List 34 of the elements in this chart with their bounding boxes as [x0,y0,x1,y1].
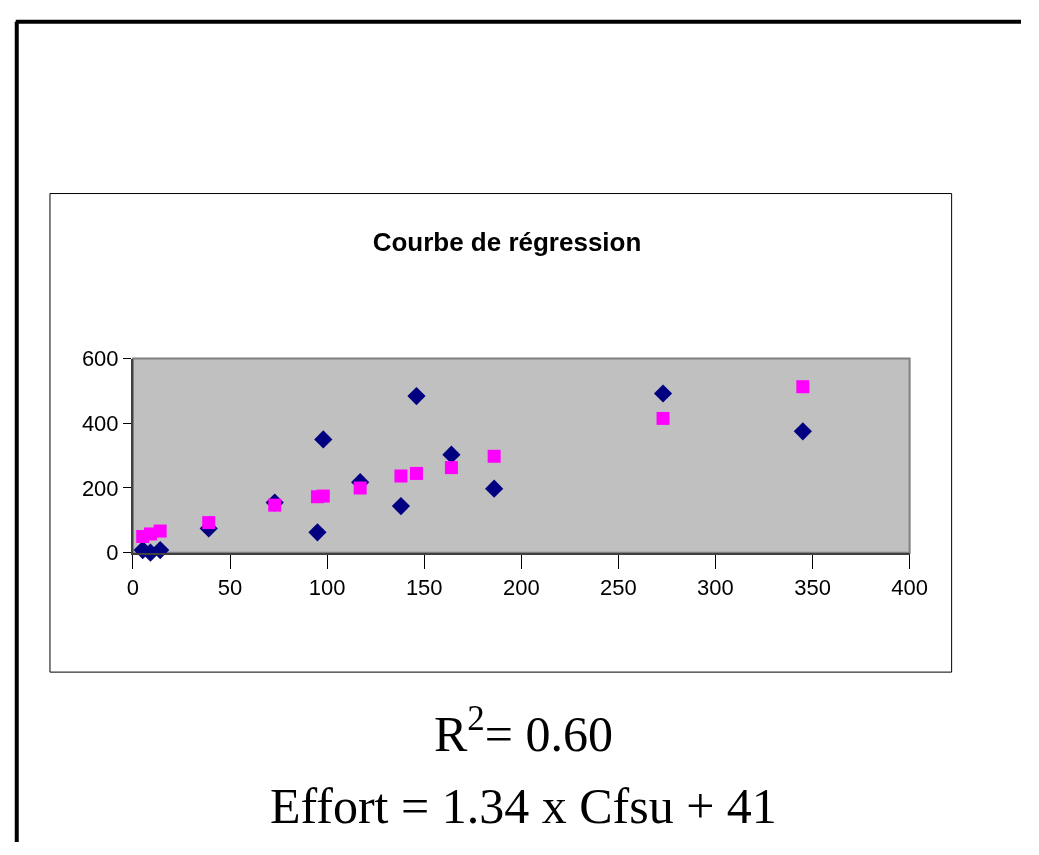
point [487,449,501,463]
x-tick-label: 100 [308,575,346,601]
point [485,479,504,498]
point [409,466,423,480]
point [394,469,408,483]
point [314,430,333,449]
point [353,481,367,495]
x-tick-label: 0 [126,575,140,601]
text: R$^{2}$= 0.60 [434,699,614,762]
point [308,523,327,542]
x-tick-label: 150 [405,575,443,601]
point [656,411,670,425]
point [653,384,673,403]
point [202,516,216,530]
point [407,387,426,406]
chart-title: Courbe de régression [372,227,642,258]
text: Effort = 1.34 x Cfsu + 41 [270,778,777,834]
x-tick-label: 250 [600,575,637,601]
point [153,524,167,538]
y-tick-label: 600 [81,346,119,372]
point [793,422,812,441]
point [391,497,411,516]
x-tick-label: 300 [697,575,734,601]
x-tick-label: 50 [217,575,243,601]
point [316,489,330,503]
y-tick-label: 400 [81,410,119,436]
point [444,461,458,475]
y-tick-label: 0 [106,540,119,566]
point [442,445,461,464]
y-tick-label: 200 [81,475,119,501]
x-tick-label: 350 [794,575,831,601]
point [796,380,810,394]
x-tick-label: 200 [502,575,540,601]
x-tick-label: 400 [891,575,928,601]
